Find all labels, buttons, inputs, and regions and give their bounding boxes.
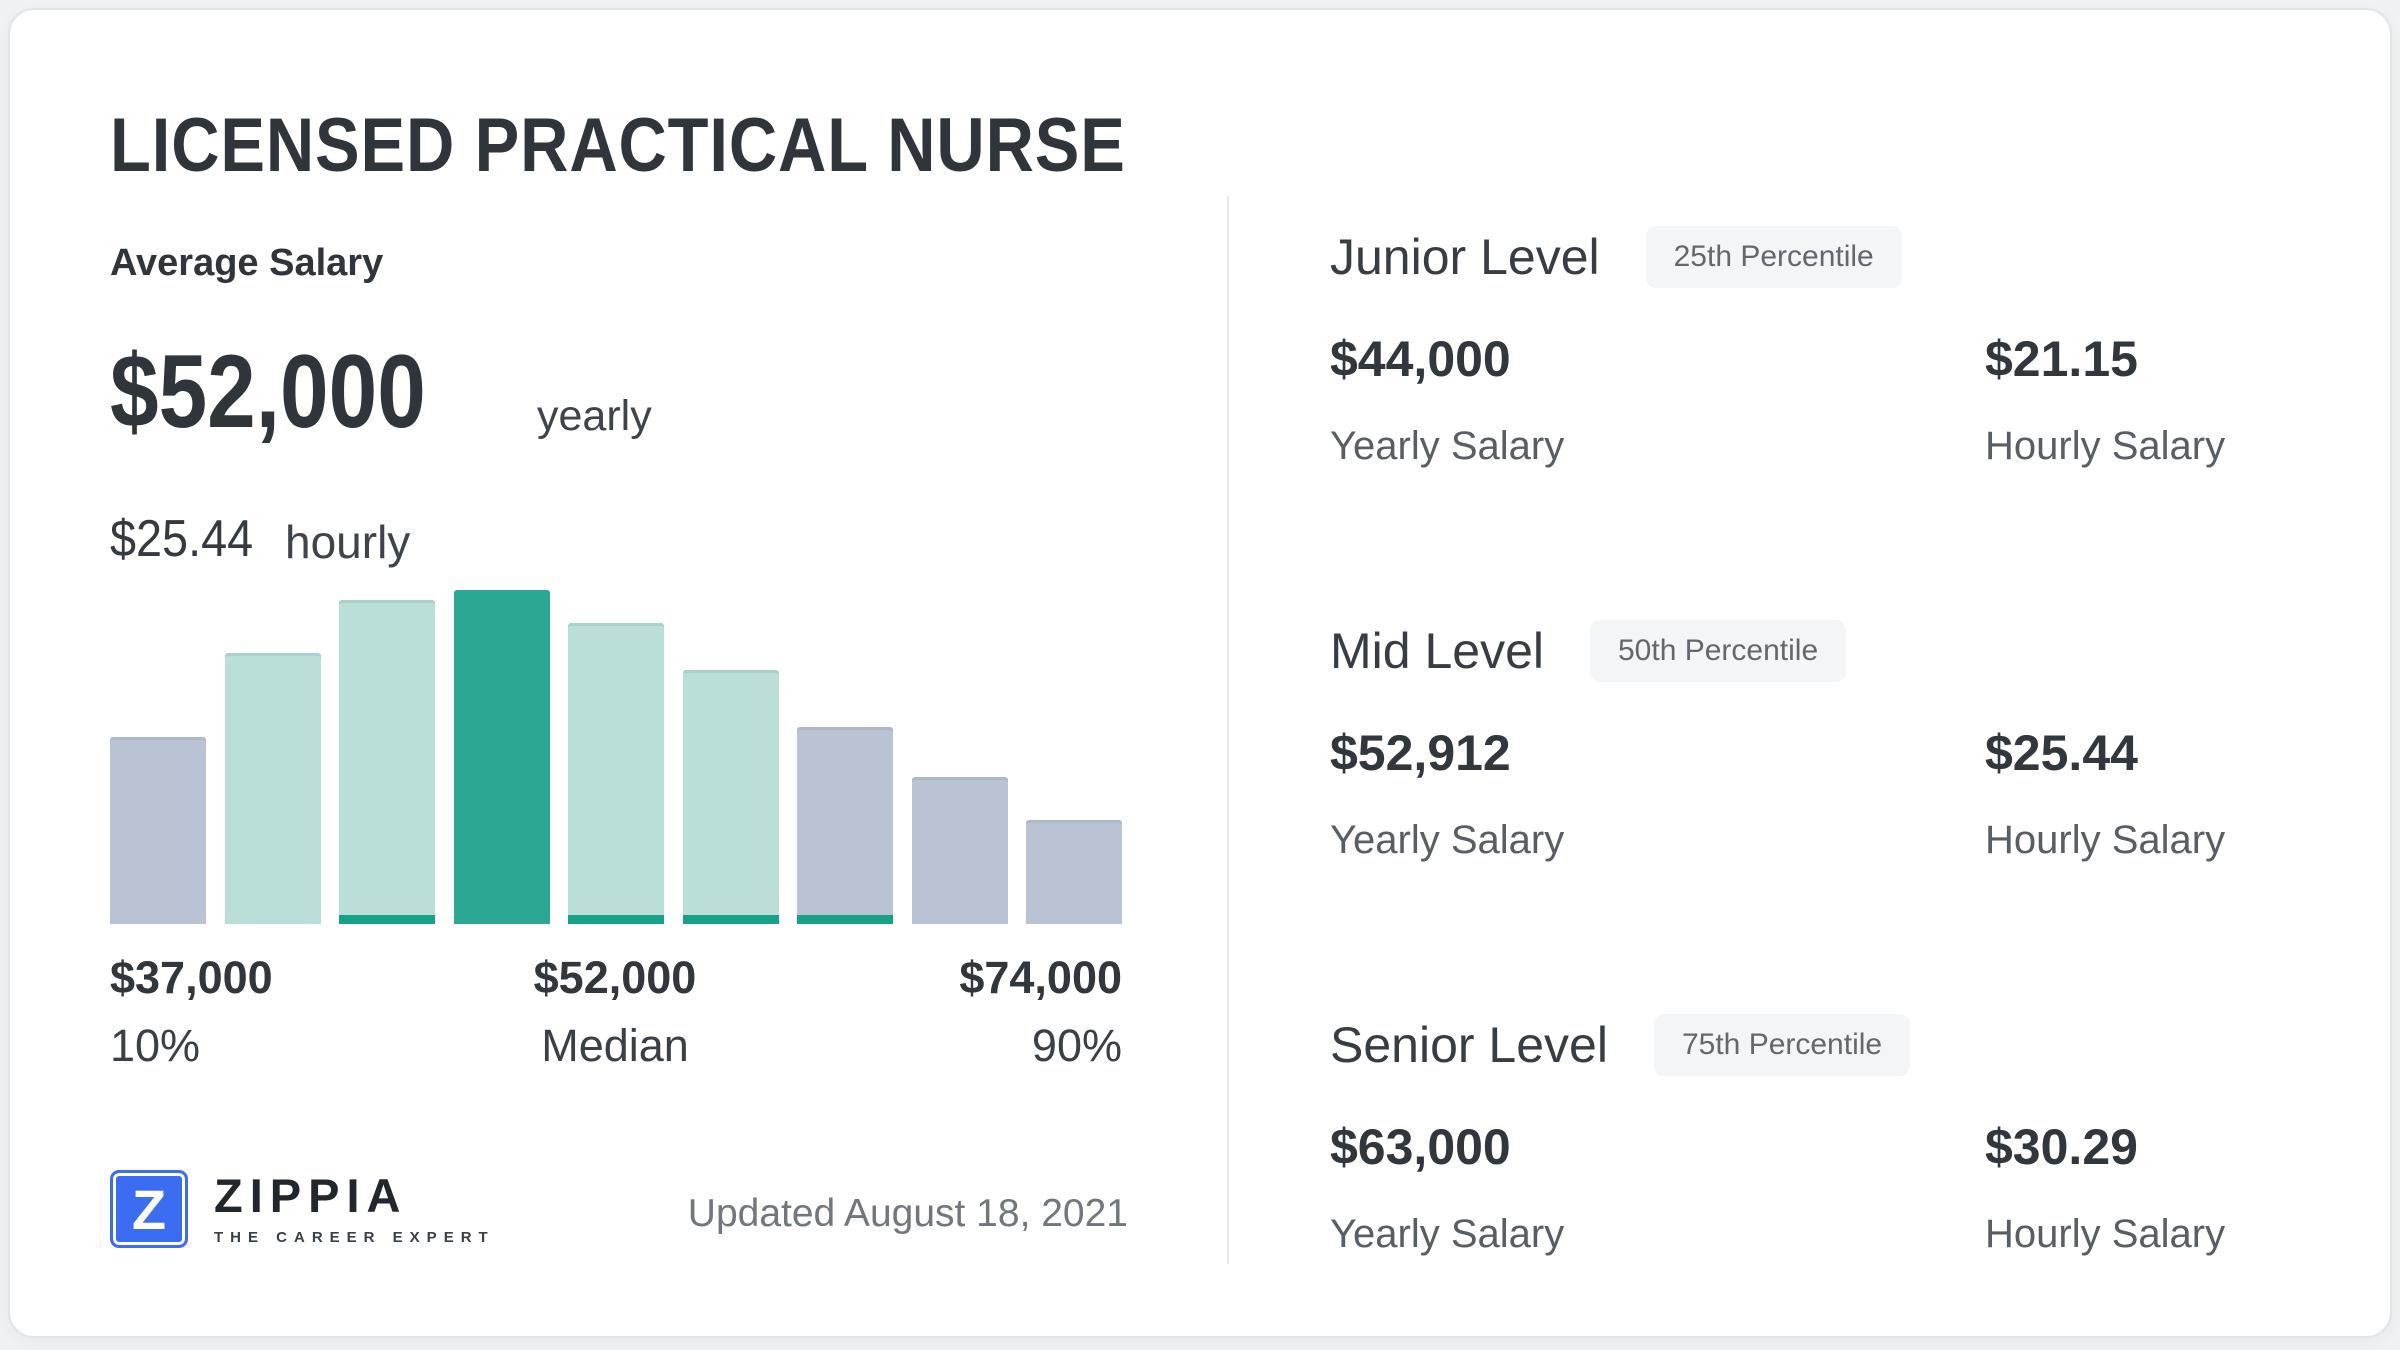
level-name: Junior Level xyxy=(1330,229,1600,285)
percentile-90-label: 90% xyxy=(1031,1020,1122,1071)
histogram-bar-accent-strip xyxy=(797,915,893,924)
zippia-logo-name: ZIPPIA xyxy=(214,1169,408,1222)
level-section-mid: Mid Level 50th Percentile $52,912 Yearly… xyxy=(1330,620,2340,930)
percentile-10-value: $37,000 xyxy=(110,952,273,1003)
yearly-value: $44,000 xyxy=(1330,331,1511,387)
hourly-value: $30.29 xyxy=(1985,1119,2138,1175)
vertical-divider xyxy=(1227,196,1229,1264)
percentile-10-label: 10% xyxy=(110,1020,201,1071)
level-section-senior: Senior Level 75th Percentile $63,000 Yea… xyxy=(1330,1014,2340,1324)
percentile-badge: 25th Percentile xyxy=(1645,226,1902,288)
hourly-label: Hourly Salary xyxy=(1985,1212,2226,1256)
histogram-bar-accent-strip xyxy=(682,915,779,924)
yearly-value: $52,912 xyxy=(1330,725,1511,781)
percentile-90-value: $74,000 xyxy=(959,952,1122,1003)
histogram-bar xyxy=(339,600,435,924)
zippia-logo-tagline: THE CAREER EXPERT xyxy=(214,1229,495,1246)
percentile-badge: 75th Percentile xyxy=(1653,1014,1911,1076)
histogram-bar xyxy=(1026,820,1122,924)
histogram-bar-accent-strip xyxy=(339,915,435,924)
median-value: $52,000 xyxy=(533,952,697,1003)
yearly-label: Yearly Salary xyxy=(1330,1212,1565,1256)
yearly-label: Yearly Salary xyxy=(1330,424,1565,468)
histogram-bar xyxy=(911,777,1008,924)
percentile-badge: 50th Percentile xyxy=(1590,620,1847,682)
infographic-card: LICENSED PRACTICAL NURSE Average Salary … xyxy=(8,8,2392,1338)
yearly-salary-unit: yearly xyxy=(537,392,652,440)
histogram-bar xyxy=(110,736,206,924)
updated-date: Updated August 18, 2021 xyxy=(687,1192,1128,1235)
histogram-bar-accent-strip xyxy=(568,915,664,924)
level-heading-row: Senior Level 75th Percentile xyxy=(1330,1014,2340,1076)
median-label: Median xyxy=(541,1020,689,1071)
histogram-bar xyxy=(797,726,893,924)
histogram-bar xyxy=(568,623,664,924)
hourly-label: Hourly Salary xyxy=(1985,818,2226,862)
average-salary-heading: Average Salary xyxy=(110,242,384,284)
salary-histogram xyxy=(110,590,1122,924)
yearly-salary-value: $52,000 xyxy=(110,334,426,450)
yearly-value: $63,000 xyxy=(1330,1119,1511,1175)
zippia-logo-icon: Z xyxy=(110,1170,188,1248)
level-section-junior: Junior Level 25th Percentile $44,000 Yea… xyxy=(1330,226,2340,536)
zippia-logo: Z ZIPPIA THE CAREER EXPERT xyxy=(110,1170,495,1248)
yearly-label: Yearly Salary xyxy=(1330,818,1565,862)
zippia-logo-text: ZIPPIA THE CAREER EXPERT xyxy=(214,1172,495,1246)
histogram-bar xyxy=(682,670,779,924)
hourly-value: $21.15 xyxy=(1985,331,2138,387)
histogram-bar xyxy=(453,590,550,924)
histogram-bar xyxy=(224,653,321,924)
level-heading-row: Junior Level 25th Percentile xyxy=(1330,226,2340,288)
hourly-salary-value: $25.44 xyxy=(110,510,254,568)
level-heading-row: Mid Level 50th Percentile xyxy=(1330,620,2340,682)
hourly-salary-unit: hourly xyxy=(285,516,411,568)
level-name: Senior Level xyxy=(1330,1017,1608,1073)
hourly-value: $25.44 xyxy=(1985,725,2138,781)
page-title: LICENSED PRACTICAL NURSE xyxy=(110,103,1126,188)
hourly-label: Hourly Salary xyxy=(1985,424,2226,468)
level-name: Mid Level xyxy=(1330,623,1544,679)
